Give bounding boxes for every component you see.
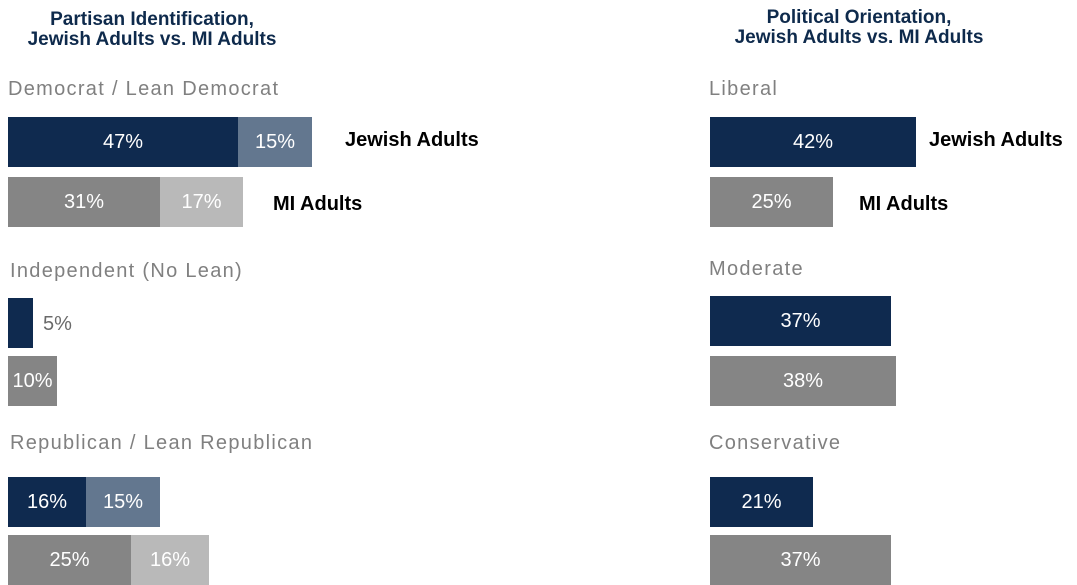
bar-row: 25% bbox=[710, 177, 833, 227]
data-label: 25% bbox=[49, 548, 90, 571]
series-label: Jewish Adults bbox=[345, 129, 479, 151]
data-label: 5% bbox=[43, 313, 72, 335]
bar-segment: 16% bbox=[8, 477, 86, 527]
data-label: 15% bbox=[102, 490, 144, 513]
bar-row bbox=[8, 298, 33, 348]
bar-segment: 16% bbox=[131, 535, 209, 585]
bar-segment: 47% bbox=[8, 117, 238, 167]
data-label: 21% bbox=[741, 490, 782, 513]
category-label: Independent (No Lean) bbox=[10, 260, 244, 282]
title-line: Political Orientation, bbox=[766, 7, 952, 28]
series-label: Jewish Adults bbox=[929, 129, 1063, 151]
category-label: Moderate bbox=[709, 258, 804, 280]
data-label: 16% bbox=[26, 490, 68, 513]
bar-row: 10% bbox=[8, 356, 57, 406]
data-label: 42% bbox=[792, 130, 834, 153]
data-label: 15% bbox=[254, 130, 296, 153]
bar-row: 25% 16% bbox=[8, 535, 209, 585]
data-label: 38% bbox=[782, 369, 824, 392]
bar-row: 37% bbox=[710, 296, 891, 346]
bar-segment: 15% bbox=[86, 477, 160, 527]
bar-segment: 15% bbox=[238, 117, 312, 167]
data-label: 37% bbox=[780, 548, 821, 571]
bar-segment: 37% bbox=[710, 535, 891, 585]
category-label: Republican / Lean Republican bbox=[10, 432, 314, 454]
bar-segment: 25% bbox=[710, 177, 833, 227]
data-label: 17% bbox=[181, 190, 222, 213]
category-label: Conservative bbox=[709, 432, 842, 454]
title-line: Jewish Adults vs. MI Adults bbox=[734, 27, 984, 48]
bar-segment: 31% bbox=[8, 177, 160, 227]
bar-segment: 21% bbox=[710, 477, 813, 527]
chart-title-orientation: Political Orientation, Jewish Adults vs.… bbox=[700, 8, 1018, 48]
bar-segment: 37% bbox=[710, 296, 891, 346]
category-label: Liberal bbox=[709, 78, 779, 100]
bar-segment: 10% bbox=[8, 356, 57, 406]
data-label: 16% bbox=[149, 548, 191, 571]
bar-segment: 25% bbox=[8, 535, 131, 585]
bar-row: 31% 17% bbox=[8, 177, 243, 227]
bar-row: 47% 15% bbox=[8, 117, 312, 167]
bar-row: 16% 15% bbox=[8, 477, 160, 527]
series-label: MI Adults bbox=[273, 193, 363, 215]
data-label: 10% bbox=[12, 369, 53, 392]
category-label: Democrat / Lean Democrat bbox=[8, 78, 280, 100]
bar-segment: 38% bbox=[710, 356, 896, 406]
bar-segment: 42% bbox=[710, 117, 916, 167]
bar-row: 38% bbox=[710, 356, 896, 406]
data-label: 37% bbox=[780, 309, 821, 332]
data-label: 25% bbox=[751, 190, 792, 213]
data-label: 31% bbox=[63, 190, 105, 213]
title-line: Jewish Adults vs. MI Adults bbox=[27, 29, 277, 50]
bar-row: 42% bbox=[710, 117, 916, 167]
bar-row: 21% bbox=[710, 477, 813, 527]
title-line: Partisan Identification, bbox=[50, 9, 254, 30]
chart-title-partisan: Partisan Identification, Jewish Adults v… bbox=[0, 10, 304, 50]
bar-row: 37% bbox=[710, 535, 891, 585]
bar-segment bbox=[8, 298, 33, 348]
series-label: MI Adults bbox=[859, 193, 949, 215]
data-label: 47% bbox=[102, 130, 144, 153]
bar-segment: 17% bbox=[160, 177, 243, 227]
